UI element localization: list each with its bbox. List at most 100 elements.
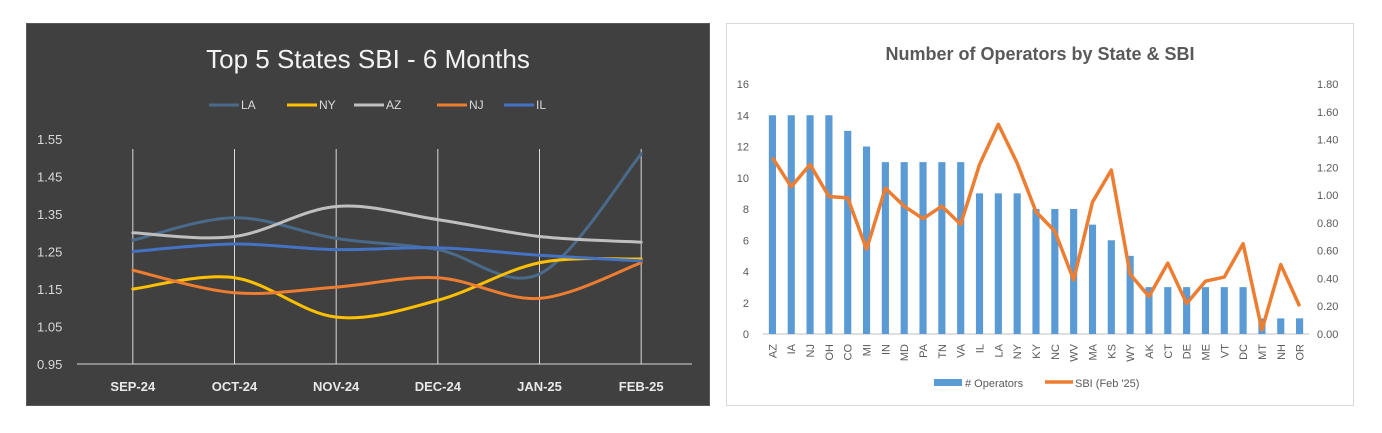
bar-wv bbox=[1070, 209, 1078, 334]
bar-az bbox=[768, 115, 776, 334]
left-y-tick-label: 6 bbox=[743, 235, 749, 247]
operators-by-state-chart-panel: Number of Operators by State & SBI 0 2 4 6 8… bbox=[726, 23, 1354, 406]
x-tick-label: CT bbox=[1163, 344, 1175, 359]
legend-item-az: AZ bbox=[354, 98, 401, 112]
legend-label: LA bbox=[241, 98, 256, 112]
left-y-tick-label: 14 bbox=[737, 110, 749, 122]
bar-ma bbox=[1088, 224, 1097, 334]
x-tick-label: AK bbox=[1144, 343, 1156, 358]
x-tick-label: OH bbox=[824, 344, 836, 361]
left-y-tick-label: 12 bbox=[737, 142, 749, 154]
legend-swatch bbox=[934, 379, 962, 386]
chart-title: Top 5 States SBI - 6 Months bbox=[206, 44, 530, 74]
right-y-tick-label: 1.00 bbox=[1317, 190, 1338, 202]
chart-legend: # Operators SBI (Feb '25) bbox=[934, 378, 1139, 390]
legend-item-sbi: SBI (Feb '25) bbox=[1045, 378, 1139, 390]
x-tick-label: VT bbox=[1219, 344, 1231, 358]
left-y-tick-label: 2 bbox=[743, 298, 749, 310]
series-line-nj bbox=[131, 261, 643, 301]
right-y-tick-label: 0.00 bbox=[1317, 329, 1338, 341]
x-tick-label: NJ bbox=[805, 344, 817, 357]
operator-bars bbox=[768, 115, 1304, 334]
x-tick-label: AZ bbox=[767, 344, 779, 358]
bar-nj bbox=[806, 115, 814, 334]
bar-co bbox=[844, 130, 852, 334]
series-line-az bbox=[131, 204, 643, 244]
chart-legend: LA NY AZ NJ IL bbox=[209, 98, 546, 112]
x-tick-label: IN bbox=[880, 344, 892, 355]
left-y-tick-label: 10 bbox=[737, 173, 749, 185]
bar-nh bbox=[1277, 318, 1285, 334]
legend-label: # Operators bbox=[965, 378, 1024, 390]
x-tick-label: MD bbox=[899, 344, 911, 361]
bar-tn bbox=[938, 162, 946, 334]
right-y-tick-label: 0.40 bbox=[1317, 273, 1338, 285]
bar-la bbox=[994, 193, 1002, 334]
x-tick-label: MI bbox=[862, 344, 874, 356]
x-tick-label: OCT-24 bbox=[212, 379, 258, 394]
x-tick-label: IA bbox=[786, 343, 798, 354]
legend-label: NJ bbox=[469, 98, 484, 112]
sbi-line bbox=[770, 122, 1302, 332]
bar-in bbox=[881, 162, 889, 334]
x-tick-label: DEC-24 bbox=[415, 379, 462, 394]
x-tick-label: NH bbox=[1276, 344, 1288, 360]
x-tick-label: KS bbox=[1106, 344, 1118, 359]
x-tick-label: NY bbox=[1012, 343, 1024, 359]
x-tick-label: DE bbox=[1182, 344, 1194, 359]
series-lines bbox=[131, 152, 643, 320]
x-tick-label: PA bbox=[918, 343, 930, 358]
bar-ct bbox=[1164, 287, 1172, 334]
x-tick-label: ME bbox=[1200, 344, 1212, 361]
bar-va bbox=[957, 162, 965, 334]
y-tick-label: 1.15 bbox=[37, 282, 62, 297]
bar-ia bbox=[787, 115, 795, 334]
x-tick-label: NC bbox=[1050, 344, 1062, 360]
bar-nc bbox=[1051, 209, 1059, 334]
x-tick-label: FEB-25 bbox=[619, 379, 664, 394]
legend-item-nj: NJ bbox=[437, 98, 484, 112]
y-tick-label: 1.55 bbox=[37, 132, 62, 147]
x-axis: SEP-24 OCT-24 NOV-24 DEC-24 JAN-25 FEB-25 bbox=[110, 379, 663, 394]
bar-ak bbox=[1145, 287, 1153, 334]
sbi-series-line bbox=[770, 122, 1302, 332]
right-y-tick-label: 0.80 bbox=[1317, 218, 1338, 230]
series-line-il bbox=[131, 242, 643, 263]
left-y-axis: 0 2 4 6 8 10 12 14 16 bbox=[737, 79, 749, 341]
x-tick-label: JAN-25 bbox=[517, 379, 562, 394]
y-tick-label: 1.35 bbox=[37, 207, 62, 222]
y-tick-label: 1.05 bbox=[37, 320, 62, 335]
right-y-tick-label: 1.40 bbox=[1317, 135, 1338, 147]
bar-md bbox=[900, 162, 908, 334]
bar-vt bbox=[1220, 287, 1228, 334]
sbi-trend-chart: Top 5 States SBI - 6 Months LA NY AZ NJ IL 0… bbox=[37, 44, 692, 394]
legend-item-operators: # Operators bbox=[934, 378, 1024, 390]
bar-de bbox=[1183, 287, 1191, 334]
x-tick-label: MA bbox=[1087, 343, 1099, 360]
left-y-tick-label: 4 bbox=[743, 267, 749, 279]
x-tick-label: NOV-24 bbox=[313, 379, 360, 394]
y-tick-label: 1.25 bbox=[37, 245, 62, 260]
legend-label: NY bbox=[319, 98, 336, 112]
x-tick-label: OR bbox=[1295, 344, 1307, 361]
bar-oh bbox=[825, 115, 833, 334]
x-tick-label: WV bbox=[1069, 343, 1081, 361]
legend-label: IL bbox=[536, 98, 546, 112]
x-axis: AZ IA NJ OH CO MI IN MD PA TN VA IL LA NY KY NC WV MA KS WY… bbox=[767, 343, 1306, 361]
x-tick-label: VA bbox=[956, 343, 968, 358]
series-line-la bbox=[131, 152, 643, 280]
x-tick-label: KY bbox=[1031, 343, 1043, 358]
bar-me bbox=[1201, 287, 1210, 334]
right-y-axis: 0.00 0.20 0.40 0.60 0.80 1.00 1.20 1.40 1.60 1.80 bbox=[1317, 79, 1338, 341]
bar-or bbox=[1296, 318, 1304, 334]
bar-il bbox=[975, 193, 984, 334]
series-line-ny bbox=[131, 257, 643, 320]
bar-ny bbox=[1013, 193, 1021, 334]
x-tick-label: WY bbox=[1125, 343, 1137, 361]
bar-ks bbox=[1107, 240, 1115, 334]
x-tick-label: MT bbox=[1257, 344, 1269, 360]
left-y-tick-label: 16 bbox=[737, 79, 749, 91]
x-tick-label: LA bbox=[993, 343, 1005, 357]
bar-dc bbox=[1239, 287, 1247, 334]
right-y-tick-label: 1.80 bbox=[1317, 79, 1338, 91]
